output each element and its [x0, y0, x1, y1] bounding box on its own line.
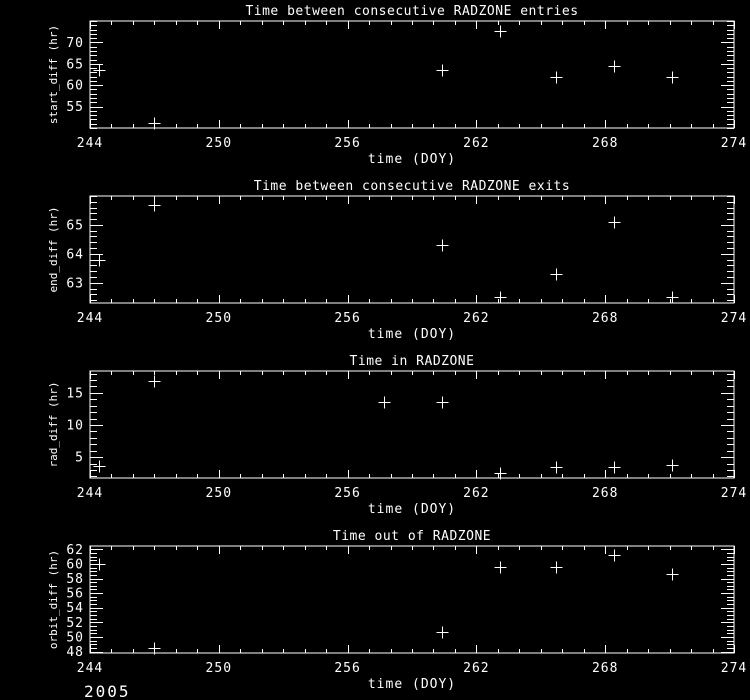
chart-title: Time out of RADZONE: [333, 529, 491, 544]
y-axis-label: orbit_diff (hr): [47, 550, 60, 649]
y-tick-label: 48: [66, 645, 84, 660]
x-tick-label: 268: [592, 136, 618, 151]
y-tick-label: 63: [66, 276, 84, 291]
x-tick-label: 262: [463, 311, 489, 326]
y-tick-label: 60: [66, 79, 84, 94]
x-tick-label: 256: [334, 661, 360, 676]
y-tick-label: 10: [66, 418, 84, 433]
x-tick-label: 250: [206, 661, 232, 676]
y-axis-label: start_diff (hr): [47, 25, 60, 124]
x-axis-label: time (DOY): [368, 502, 456, 517]
x-tick-label: 250: [206, 136, 232, 151]
y-tick-label: 52: [66, 616, 84, 631]
y-axis-label: rad_diff (hr): [47, 381, 60, 467]
x-tick-label: 262: [463, 661, 489, 676]
data-point-markers: [93, 549, 679, 655]
data-point-markers: [93, 199, 679, 304]
x-tick-label: 250: [206, 311, 232, 326]
plot-box: [89, 195, 735, 304]
x-tick-label: 268: [592, 311, 618, 326]
x-tick-label: 244: [77, 311, 103, 326]
y-tick-label: 64: [66, 247, 84, 262]
y-tick-label: 60: [66, 557, 84, 572]
x-tick-label: 262: [463, 486, 489, 501]
plot-box: [89, 20, 735, 129]
y-tick-label: 58: [66, 572, 84, 587]
data-point-markers: [93, 375, 679, 480]
x-axis-label: time (DOY): [368, 677, 456, 692]
y-tick-label: 65: [66, 218, 84, 233]
y-tick-label: 56: [66, 587, 84, 602]
y-tick-label: 70: [66, 36, 84, 51]
panel-radzone-entry-diff-plot: Time between consecutive RADZONE entries…: [47, 4, 747, 167]
y-tick-label: 50: [66, 630, 84, 645]
x-tick-label: 274: [721, 311, 747, 326]
y-tick-label: 62: [66, 543, 84, 558]
y-tick-label: 55: [66, 100, 84, 115]
panel-time-out-of-radzone-plot: Time out of RADZONE 244 250 256 262 268 274 tim…: [47, 529, 747, 692]
axis-ticks: [90, 371, 735, 478]
x-tick-label: 256: [334, 486, 360, 501]
panel-time-in-radzone-plot: Time in RADZONE 244 250 256 262 268 274 time (D…: [47, 354, 747, 517]
x-tick-label: 244: [77, 136, 103, 151]
x-tick-label: 274: [721, 661, 747, 676]
x-tick-label: 256: [334, 136, 360, 151]
x-tick-label: 268: [592, 661, 618, 676]
data-point-markers: [93, 25, 679, 130]
plot-box: [89, 545, 735, 654]
x-tick-label: 274: [721, 486, 747, 501]
x-axis-label: time (DOY): [368, 327, 456, 342]
chart-title: Time between consecutive RADZONE exits: [254, 179, 570, 194]
x-tick-label: 262: [463, 136, 489, 151]
x-tick-label: 250: [206, 486, 232, 501]
plot-box: [89, 370, 735, 479]
x-tick-label: 244: [77, 661, 103, 676]
y-tick-label: 15: [66, 386, 84, 401]
y-axis-label: end_diff (hr): [47, 206, 60, 292]
y-tick-label: 54: [66, 601, 84, 616]
x-tick-label: 256: [334, 311, 360, 326]
x-axis-year-label: 2005: [84, 682, 131, 700]
axis-ticks: [90, 196, 735, 303]
chart-title: Time in RADZONE: [350, 354, 475, 369]
y-tick-label: 65: [66, 57, 84, 72]
axis-ticks: [90, 546, 735, 653]
x-axis-label: time (DOY): [368, 152, 456, 167]
panel-radzone-exit-diff-plot: Time between consecutive RADZONE exits 24…: [47, 179, 747, 342]
chart-title: Time between consecutive RADZONE entries: [245, 4, 578, 19]
axis-ticks: [90, 21, 735, 129]
y-tick-label: 5: [75, 451, 84, 466]
x-tick-label: 244: [77, 486, 103, 501]
x-tick-label: 274: [721, 136, 747, 151]
x-tick-label: 268: [592, 486, 618, 501]
